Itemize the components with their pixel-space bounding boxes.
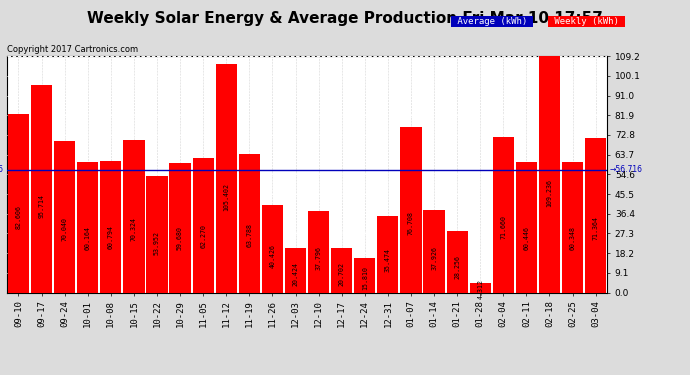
Bar [424, 210, 444, 292]
Bar [285, 248, 306, 292]
Text: →56.716: →56.716 [610, 165, 643, 174]
Text: 53.952: 53.952 [154, 231, 160, 255]
Bar [515, 162, 537, 292]
Text: 37.796: 37.796 [315, 246, 322, 270]
Text: Copyright 2017 Cartronics.com: Copyright 2017 Cartronics.com [7, 45, 138, 54]
Text: 60.446: 60.446 [524, 226, 529, 250]
Text: 95.714: 95.714 [39, 194, 45, 217]
Bar [170, 164, 190, 292]
Text: 37.926: 37.926 [431, 246, 437, 270]
Text: 15.810: 15.810 [362, 266, 368, 290]
Text: 109.236: 109.236 [546, 179, 553, 207]
Text: ←56.716: ←56.716 [0, 165, 4, 174]
Bar [562, 162, 583, 292]
Bar [31, 86, 52, 292]
Text: 60.348: 60.348 [569, 226, 575, 250]
Text: 28.256: 28.256 [454, 255, 460, 279]
Text: 71.660: 71.660 [500, 215, 506, 239]
Bar [331, 248, 353, 292]
Text: 70.040: 70.040 [61, 217, 68, 241]
Bar [585, 138, 607, 292]
Bar [308, 211, 329, 292]
Bar [215, 64, 237, 292]
Text: Weekly Solar Energy & Average Production Fri Mar 10 17:57: Weekly Solar Energy & Average Production… [87, 11, 603, 26]
Text: 62.270: 62.270 [200, 224, 206, 248]
Text: 60.794: 60.794 [108, 225, 114, 249]
Text: 105.402: 105.402 [224, 183, 229, 211]
Bar [446, 231, 468, 292]
Bar [377, 216, 399, 292]
Bar [239, 154, 260, 292]
Bar [400, 126, 422, 292]
Text: Average (kWh): Average (kWh) [452, 17, 533, 26]
Text: 63.788: 63.788 [246, 222, 253, 246]
Bar [124, 140, 144, 292]
Text: 82.606: 82.606 [15, 206, 21, 230]
Text: 60.164: 60.164 [85, 226, 90, 250]
Bar [470, 283, 491, 292]
Bar [493, 138, 514, 292]
Bar [262, 205, 283, 292]
Text: 70.324: 70.324 [131, 217, 137, 241]
Bar [354, 258, 375, 292]
Text: 76.708: 76.708 [408, 211, 414, 235]
Text: Weekly (kWh): Weekly (kWh) [549, 17, 624, 26]
Text: 59.680: 59.680 [177, 226, 183, 250]
Bar [539, 56, 560, 292]
Bar [77, 162, 99, 292]
Bar [100, 161, 121, 292]
Text: 20.424: 20.424 [293, 262, 299, 286]
Text: 40.426: 40.426 [269, 244, 275, 268]
Text: 20.702: 20.702 [339, 262, 345, 286]
Bar [54, 141, 75, 292]
Bar [193, 158, 214, 292]
Text: 35.474: 35.474 [385, 248, 391, 272]
Bar [8, 114, 29, 292]
Text: 71.364: 71.364 [593, 216, 599, 240]
Bar [146, 176, 168, 292]
Text: 4.312: 4.312 [477, 279, 483, 298]
